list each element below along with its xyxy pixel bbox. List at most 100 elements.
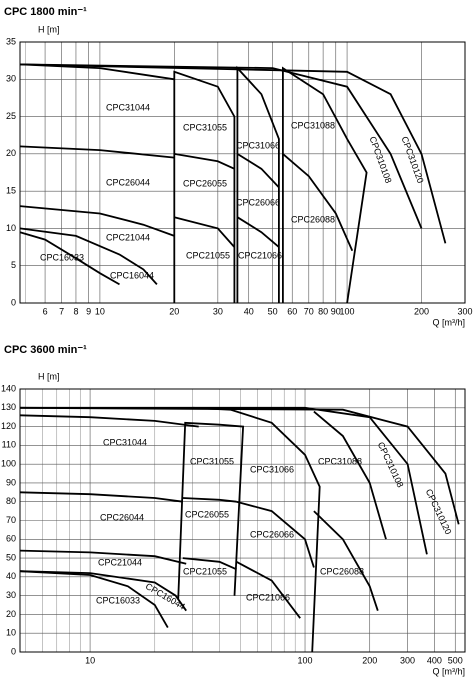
x-tick-label: 100	[340, 306, 355, 316]
curve-label: CPC16033	[96, 595, 140, 605]
y-tick-label: 130	[1, 402, 16, 412]
x-tick-label: 40	[244, 306, 254, 316]
y-tick-label: 30	[6, 590, 16, 600]
chart-title: CPC 1800 min⁻¹	[4, 6, 87, 18]
y-tick-label: 70	[6, 515, 16, 525]
x-tick-label: 100	[298, 655, 313, 665]
y-tick-label: 90	[6, 477, 16, 487]
y-tick-label: 30	[6, 74, 16, 84]
pump-curve	[19, 491, 183, 503]
x-tick-label: 20	[169, 306, 179, 316]
curve-label: CPC21055	[183, 566, 227, 576]
pump-curve	[19, 570, 169, 629]
y-tick-label: 5	[11, 260, 16, 270]
x-tick-label: 200	[414, 306, 429, 316]
y-tick-label: 60	[6, 534, 16, 544]
y-axis-label: H [m]	[38, 371, 60, 381]
curve-label: CPC26088	[291, 214, 335, 224]
plot-frame	[19, 41, 466, 304]
pump-curve	[19, 406, 460, 525]
curve-label: CPC31066	[250, 464, 294, 474]
pump-curve	[313, 510, 379, 611]
y-tick-label: 140	[1, 383, 16, 393]
curve-label: CPC21044	[106, 232, 150, 242]
pump-curve	[19, 63, 447, 244]
curve-label: CPC31066	[236, 140, 280, 150]
pump-curve	[19, 63, 423, 229]
y-tick-label: 40	[6, 571, 16, 581]
y-tick-label: 15	[6, 186, 16, 196]
pump-curve	[313, 410, 387, 540]
pump-curve	[19, 414, 199, 428]
x-tick-label: 80	[318, 306, 328, 316]
y-tick-label: 0	[11, 646, 16, 656]
curve-label: CPC26044	[100, 512, 144, 522]
x-tick-label: 9	[86, 306, 91, 316]
y-tick-label: 100	[1, 459, 16, 469]
y-axis-label: H [m]	[38, 24, 60, 34]
curve-label: CPC31044	[103, 437, 147, 447]
pump-curve	[19, 549, 187, 565]
x-tick-label: 50	[268, 306, 278, 316]
pump-curve	[174, 153, 235, 170]
y-tick-label: 10	[6, 628, 16, 638]
pump-curve	[236, 65, 280, 303]
pump-curve	[236, 153, 280, 189]
x-tick-label: 90	[331, 306, 341, 316]
curve-label: CPC31044	[106, 102, 150, 112]
pump-curve	[282, 153, 354, 252]
curve-label: CPC16044	[110, 270, 154, 280]
curve-label: CPC31055	[190, 456, 234, 466]
pump-curve	[19, 570, 187, 612]
y-tick-label: 10	[6, 223, 16, 233]
x-axis-label: Q [m³/h]	[432, 666, 465, 676]
x-tick-label: 6	[43, 306, 48, 316]
pump-curve	[19, 205, 175, 237]
curve-label: CPC21066	[238, 250, 282, 260]
curve-label: CPC26044	[106, 177, 150, 187]
y-tick-label: 20	[6, 609, 16, 619]
curve-label: CPC26055	[183, 178, 227, 188]
curve-label: CPC310108	[368, 135, 394, 185]
curve-label: CPC16033	[40, 252, 84, 262]
curve-label: CPC31088	[291, 120, 335, 130]
curve-label: CPC16044	[144, 581, 187, 612]
curve-label: CPC310120	[424, 487, 454, 536]
y-tick-label: 50	[6, 552, 16, 562]
x-tick-label: 400	[427, 655, 442, 665]
x-tick-label: 500	[448, 655, 463, 665]
curve-label: CPC310108	[376, 440, 406, 489]
y-tick-label: 0	[11, 297, 16, 307]
pump-curve	[182, 557, 237, 571]
curve-label: CPC21055	[186, 250, 230, 260]
x-tick-label: 60	[287, 306, 297, 316]
x-tick-label: 30	[213, 306, 223, 316]
pump-curve	[173, 70, 236, 303]
y-tick-label: 120	[1, 421, 16, 431]
curve-label: CPC31088	[318, 456, 362, 466]
x-tick-label: 8	[73, 306, 78, 316]
curve-label: CPC26066	[250, 529, 294, 539]
x-tick-label: 7	[59, 306, 64, 316]
pump-curve	[19, 145, 175, 159]
x-tick-label: 70	[304, 306, 314, 316]
x-tick-label: 10	[85, 655, 95, 665]
y-tick-label: 80	[6, 496, 16, 506]
pump-curve	[174, 216, 236, 248]
y-tick-label: 35	[6, 36, 16, 46]
curve-label: CPC21044	[98, 557, 142, 567]
pump-curve	[236, 561, 301, 619]
x-tick-label: 200	[362, 655, 377, 665]
curve-label: CPC26055	[185, 509, 229, 519]
pump-curve	[177, 421, 245, 600]
pump-curve	[236, 216, 280, 248]
pump-curve	[182, 497, 237, 503]
y-tick-label: 20	[6, 148, 16, 158]
x-tick-label: 300	[457, 306, 472, 316]
pump-curve	[236, 500, 315, 568]
pump-curve	[19, 227, 158, 286]
pump-curve	[20, 406, 428, 555]
pump-curve	[282, 66, 368, 304]
curve-label: CPC26066	[236, 197, 280, 207]
